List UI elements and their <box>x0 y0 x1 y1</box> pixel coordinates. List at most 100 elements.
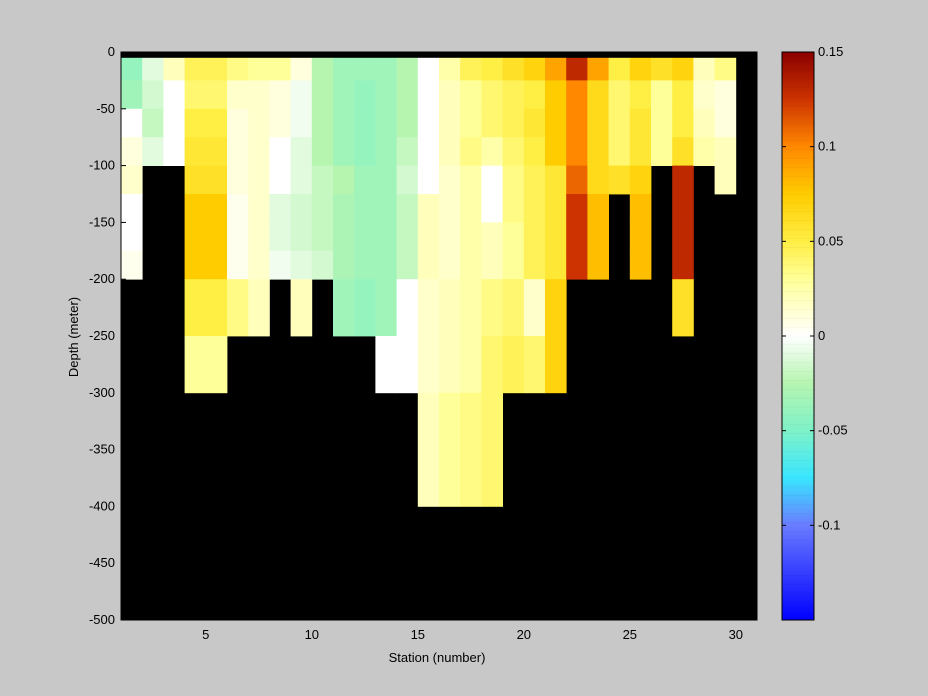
heatmap-cell <box>396 165 419 195</box>
heatmap-cell <box>481 279 503 337</box>
heatmap-cell <box>672 194 694 223</box>
heatmap-cell <box>375 165 397 195</box>
y-tick-label: -300 <box>89 385 115 400</box>
heatmap-cell <box>481 392 503 450</box>
heatmap-cell <box>417 250 440 280</box>
heatmap-cell <box>375 222 397 252</box>
colorbar-tick-label: 0.1 <box>818 139 836 154</box>
heatmap-cell <box>502 194 525 223</box>
heatmap-cell <box>545 57 567 81</box>
y-tick-label: -350 <box>89 442 115 457</box>
heatmap-cell <box>460 279 482 337</box>
heatmap-cell <box>311 194 334 223</box>
y-tick-label: -200 <box>89 271 115 286</box>
y-axis-label: Depth (meter) <box>66 297 81 377</box>
heatmap-cell <box>375 57 397 81</box>
x-tick-label: 10 <box>305 627 319 642</box>
heatmap-cell <box>523 279 546 337</box>
y-tick-label: -450 <box>89 555 115 570</box>
heatmap-cell <box>142 137 164 166</box>
heatmap-cell <box>375 336 397 394</box>
heatmap-cell <box>693 137 715 166</box>
heatmap-cell <box>375 108 397 138</box>
heatmap-cell <box>714 137 737 166</box>
heatmap-cell <box>587 194 609 223</box>
heatmap-cell <box>290 137 313 166</box>
heatmap-cell <box>205 137 228 166</box>
heatmap-cell <box>417 336 440 394</box>
heatmap-cell <box>502 336 525 394</box>
heatmap-cell <box>629 194 652 223</box>
heatmap-cell <box>672 137 694 166</box>
heatmap-cell <box>417 194 440 223</box>
heatmap-cell <box>333 80 355 110</box>
heatmap-cell <box>502 137 525 166</box>
heatmap-cell <box>121 165 143 195</box>
heatmap-cell <box>460 57 482 81</box>
y-tick-label: -500 <box>89 612 115 627</box>
heatmap-cell <box>354 250 376 280</box>
heatmap-cell <box>354 108 376 138</box>
heatmap-cell <box>142 80 164 110</box>
surface-strip <box>121 52 757 58</box>
heatmap-cell <box>651 108 673 138</box>
y-tick-label: -100 <box>89 158 115 173</box>
heatmap-cell <box>523 194 546 223</box>
heatmap-cell <box>481 137 503 166</box>
heatmap-cell <box>460 108 482 138</box>
plot-area: 5 10 15 20 25 30 0 -50 -100 -150 -200 -250 -300 -350 -… <box>89 44 758 642</box>
heatmap-cell <box>205 57 228 81</box>
heatmap-cell <box>396 137 419 166</box>
heatmap-cell <box>375 137 397 166</box>
heatmap-cell <box>417 57 440 81</box>
heatmap-cell <box>502 279 525 337</box>
heatmap-cell <box>672 108 694 138</box>
heatmap-cell <box>545 279 567 337</box>
heatmap-cell <box>566 194 588 223</box>
heatmap-cell <box>311 108 334 138</box>
heatmap-cell <box>248 57 270 81</box>
heatmap-cell <box>205 250 228 280</box>
heatmap-cell <box>248 165 270 195</box>
heatmap-cell <box>290 250 313 280</box>
heatmap-cell <box>608 57 631 81</box>
colorbar-gradient <box>782 52 814 620</box>
heatmap-cell <box>672 80 694 110</box>
heatmap-cell <box>714 57 737 81</box>
heatmap-cell <box>333 165 355 195</box>
heatmap-cell <box>587 222 609 252</box>
heatmap-cell <box>523 222 546 252</box>
heatmap-cell <box>439 449 461 507</box>
heatmap-cell <box>566 57 588 81</box>
heatmap-cell <box>502 57 525 81</box>
heatmap-cell <box>121 194 143 223</box>
heatmap-cell <box>205 194 228 223</box>
x-tick-label: 25 <box>623 627 637 642</box>
heatmap-cell <box>184 165 207 195</box>
x-tick-label: 20 <box>517 627 531 642</box>
heatmap-cell <box>227 165 249 195</box>
heatmap-cell <box>396 279 419 337</box>
heatmap-cell <box>290 279 313 337</box>
heatmap-cell <box>333 137 355 166</box>
heatmap-cell <box>269 250 291 280</box>
heatmap-cell <box>142 57 164 81</box>
heatmap-cell <box>672 250 694 280</box>
heatmap-cell <box>629 57 652 81</box>
heatmap-cell <box>460 80 482 110</box>
heatmap-cell <box>439 250 461 280</box>
heatmap-cell <box>651 57 673 81</box>
heatmap-cell <box>439 336 461 394</box>
heatmap-cell <box>566 108 588 138</box>
heatmap-cell <box>227 279 249 337</box>
heatmap-cell <box>121 108 143 138</box>
heatmap-cell <box>375 194 397 223</box>
heatmap-cell <box>439 137 461 166</box>
heatmap-cell <box>248 250 270 280</box>
heatmap-cell <box>672 57 694 81</box>
heatmap-cell <box>333 194 355 223</box>
heatmap-cell <box>417 392 440 450</box>
heatmap-cell <box>396 108 419 138</box>
heatmap-cell <box>439 194 461 223</box>
heatmap-cell <box>290 57 313 81</box>
